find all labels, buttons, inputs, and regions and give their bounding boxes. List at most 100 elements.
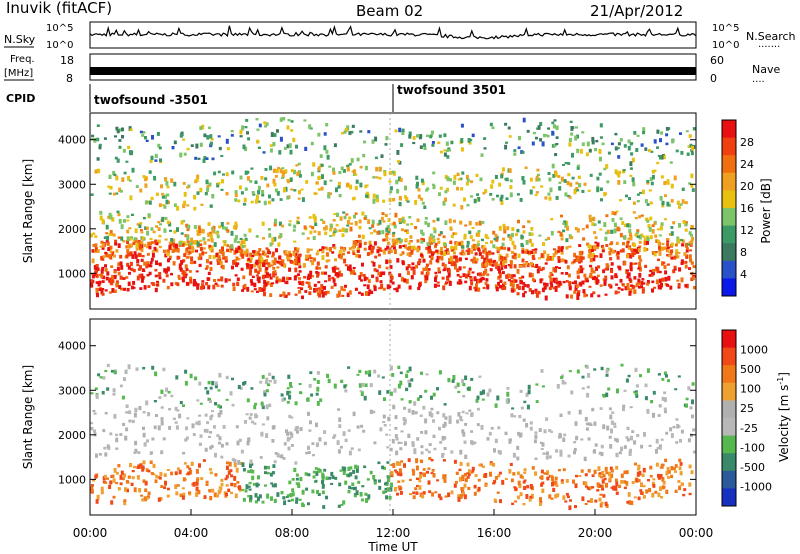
heatmap-cell (225, 398, 229, 401)
heatmap-cell (552, 174, 556, 178)
heatmap-cell (658, 404, 662, 408)
freq-left-tick-top: 18 (60, 54, 74, 67)
heatmap-cell (656, 270, 660, 274)
heatmap-cell (388, 496, 392, 500)
heatmap-cell (288, 223, 292, 227)
heatmap-cell (265, 389, 269, 393)
heatmap-cell (164, 194, 167, 199)
heatmap-cell (561, 258, 565, 262)
heatmap-cell (163, 205, 167, 209)
heatmap-cell (351, 249, 355, 253)
heatmap-cell (459, 461, 463, 466)
heatmap-cell (530, 250, 534, 254)
velocity-colorbar-tick: 100 (740, 383, 761, 396)
heatmap-cell (614, 169, 618, 174)
heatmap-cell (444, 416, 448, 420)
heatmap-cell (652, 268, 655, 273)
heatmap-cell (104, 264, 107, 268)
heatmap-cell (255, 259, 259, 265)
heatmap-cell (336, 212, 339, 218)
power-colorbar-segment (722, 137, 736, 156)
heatmap-cell (247, 257, 251, 261)
heatmap-cell (646, 282, 650, 286)
heatmap-cell (98, 280, 102, 285)
heatmap-cell (352, 252, 356, 256)
heatmap-cell (625, 378, 629, 383)
heatmap-cell (297, 262, 301, 266)
heatmap-cell (670, 433, 674, 438)
heatmap-cell (199, 434, 203, 438)
heatmap-cell (297, 273, 300, 277)
heatmap-cell (517, 285, 521, 290)
heatmap-cell (523, 485, 527, 490)
heatmap-cell (665, 489, 669, 494)
heatmap-cell (397, 441, 401, 444)
heatmap-cell (584, 481, 588, 486)
heatmap-cell (244, 126, 248, 129)
heatmap-cell (626, 286, 630, 291)
heatmap-cell (144, 136, 147, 140)
heatmap-cell (306, 398, 310, 402)
heatmap-cell (233, 250, 237, 255)
heatmap-cell (598, 149, 602, 154)
heatmap-cell (657, 492, 661, 497)
heatmap-cell (329, 247, 332, 252)
heatmap-cell (534, 194, 538, 197)
heatmap-cell (495, 246, 499, 250)
heatmap-cell (454, 480, 458, 484)
heatmap-cell (208, 400, 212, 403)
heatmap-cell (516, 292, 520, 296)
heatmap-cell (516, 471, 520, 475)
heatmap-cell (419, 145, 423, 149)
heatmap-cell (358, 239, 362, 244)
heatmap-cell (184, 438, 188, 442)
heatmap-cell (372, 198, 376, 204)
heatmap-cell (379, 427, 383, 432)
heatmap-cell (540, 469, 544, 474)
heatmap-cell (648, 227, 652, 232)
heatmap-cell (644, 396, 648, 401)
heatmap-cell (186, 204, 190, 207)
heatmap-cell (431, 141, 435, 144)
heatmap-cell (189, 469, 193, 475)
heatmap-cell (283, 500, 287, 506)
heatmap-cell (587, 500, 591, 503)
heatmap-cell (517, 219, 520, 224)
heatmap-cell (231, 170, 235, 175)
heatmap-cell (523, 291, 527, 294)
heatmap-cell (644, 264, 648, 268)
heatmap-cell (206, 421, 210, 425)
heatmap-cell (555, 143, 559, 146)
heatmap-cell (373, 479, 377, 482)
heatmap-cell (301, 280, 305, 286)
heatmap-cell (549, 277, 553, 282)
heatmap-cell (296, 247, 300, 251)
heatmap-cell (165, 199, 169, 205)
heatmap-cell (426, 271, 430, 276)
heatmap-cell (152, 282, 156, 287)
heatmap-cell (94, 235, 98, 238)
heatmap-cell (298, 383, 302, 386)
heatmap-cell (114, 239, 118, 245)
heatmap-cell (263, 465, 267, 470)
heatmap-cell (298, 277, 301, 280)
heatmap-cell (136, 275, 140, 281)
heatmap-cell (325, 149, 329, 154)
heatmap-cell (654, 490, 658, 494)
heatmap-cell (123, 377, 126, 382)
heatmap-cell (344, 389, 348, 393)
heatmap-cell (371, 245, 375, 250)
heatmap-cell (496, 395, 500, 401)
heatmap-cell (603, 167, 607, 171)
heatmap-cell (367, 219, 371, 224)
heatmap-cell (205, 265, 209, 269)
heatmap-cell (614, 486, 618, 491)
heatmap-cell (348, 450, 352, 456)
heatmap-cell (217, 389, 221, 392)
heatmap-cell (129, 128, 133, 132)
heatmap-cell (529, 421, 533, 425)
heatmap-cell (452, 180, 456, 185)
heatmap-cell (184, 264, 188, 269)
heatmap-cell (241, 462, 245, 467)
heatmap-cell (236, 277, 240, 281)
